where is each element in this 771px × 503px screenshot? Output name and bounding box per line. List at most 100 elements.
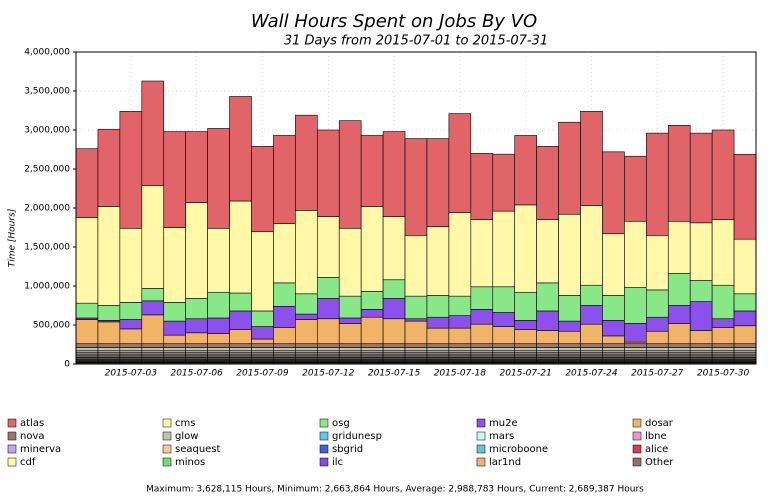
- bar-segment: [97, 347, 121, 352]
- bar-segment: [251, 343, 274, 348]
- bar-segment: [426, 347, 450, 352]
- bar-segment: [492, 286, 516, 313]
- bar-segment: [646, 289, 669, 318]
- bar-segment: [141, 288, 165, 302]
- bar-segment: [360, 343, 384, 348]
- bar-segment: [295, 319, 318, 345]
- bar-segment: [207, 317, 230, 334]
- bar-segment: [470, 323, 494, 345]
- bar-segment: [624, 347, 647, 352]
- bar-segment: [448, 347, 472, 352]
- bar-segment: [514, 320, 537, 330]
- bar-segment: [338, 295, 362, 319]
- bar-segment: [119, 302, 143, 320]
- bar-segment: [492, 343, 516, 348]
- bar-segment: [229, 329, 252, 345]
- bar-segment: [667, 273, 691, 306]
- bar-segment: [251, 326, 274, 340]
- bar-segment: [448, 212, 472, 297]
- bar-segment: [295, 114, 318, 211]
- legend-label: mu2e: [489, 418, 518, 429]
- y-tick-label: 2,500,000: [24, 165, 70, 175]
- bar-segment: [185, 318, 208, 334]
- bar-segment: [316, 129, 340, 217]
- bar-segment: [360, 135, 384, 207]
- bar-segment: [163, 227, 186, 303]
- bar-segment: [251, 310, 274, 327]
- bar-segment: [711, 129, 735, 220]
- bar-segment: [492, 347, 516, 352]
- bar-segment: [580, 305, 603, 325]
- legend-label: sbgrid: [332, 444, 363, 455]
- bar-segment: [338, 343, 362, 348]
- bar-segment: [646, 132, 669, 236]
- legend-label: osg: [332, 418, 350, 429]
- bar-segment: [97, 128, 121, 207]
- bar-segment: [97, 321, 121, 345]
- bar-segment: [733, 347, 757, 352]
- bar-segment: [558, 295, 581, 322]
- bar-segment: [711, 347, 735, 352]
- bar-segment: [602, 295, 625, 321]
- legend-swatch: [319, 457, 329, 467]
- bar-segment: [316, 277, 340, 299]
- bar-segment: [273, 223, 296, 284]
- bar-segment: [536, 310, 559, 331]
- bar-segment: [667, 220, 691, 274]
- legend-swatch: [476, 444, 486, 454]
- bar-segment: [580, 343, 603, 348]
- bar-segment: [404, 320, 428, 345]
- bar-segment: [448, 295, 472, 316]
- bar-segment: [558, 320, 581, 332]
- bar-segment: [536, 330, 559, 345]
- legend-swatch: [7, 457, 17, 467]
- bar-segment: [470, 153, 494, 220]
- bar-segment: [316, 347, 340, 352]
- bar-segment: [273, 347, 296, 352]
- bar-segment: [229, 347, 252, 352]
- bar-segment: [667, 347, 691, 352]
- bar-segment: [514, 135, 537, 206]
- bar-segment: [382, 131, 406, 217]
- bar-segment: [689, 280, 713, 302]
- legend-label: minos: [175, 457, 205, 468]
- bar-segment: [273, 305, 296, 328]
- bar-segment: [536, 219, 559, 284]
- legend-swatch: [632, 418, 642, 428]
- bar-segment: [273, 282, 296, 307]
- bar-segment: [382, 347, 406, 352]
- y-axis-label: Time [Hours]: [8, 208, 18, 267]
- legend-label: cdf: [20, 457, 36, 468]
- bar-segment: [185, 298, 208, 320]
- bar-segment: [316, 343, 340, 348]
- bar-segment: [492, 312, 516, 327]
- legend-swatch: [319, 444, 329, 454]
- bar-segment: [97, 305, 121, 321]
- legend-label: lbne: [645, 431, 667, 442]
- bar-segment: [711, 327, 735, 345]
- bar-segment: [382, 318, 406, 345]
- legend-label: Other: [645, 457, 674, 468]
- bar-segment: [382, 216, 406, 281]
- bar-segment: [185, 343, 208, 348]
- bar-segment: [646, 343, 669, 348]
- bar-segment: [558, 213, 581, 296]
- bar-segment: [558, 121, 581, 215]
- bar-segment: [404, 235, 428, 297]
- bar-segment: [646, 316, 669, 332]
- legend-swatch: [162, 444, 172, 454]
- legend-label: lar1nd: [489, 457, 521, 468]
- bar-segment: [689, 222, 713, 281]
- bar-segment: [207, 343, 230, 348]
- bar-segment: [448, 113, 472, 213]
- y-tick-label: 1,000,000: [24, 282, 70, 292]
- bar-segment: [75, 302, 99, 319]
- bar-segment: [295, 313, 318, 320]
- legend-label: nova: [20, 431, 45, 442]
- bar-segment: [470, 347, 494, 352]
- bar-segment: [119, 110, 143, 229]
- bar-segment: [185, 202, 208, 299]
- bar-segment: [470, 343, 494, 348]
- legend-label: seaquest: [175, 444, 221, 455]
